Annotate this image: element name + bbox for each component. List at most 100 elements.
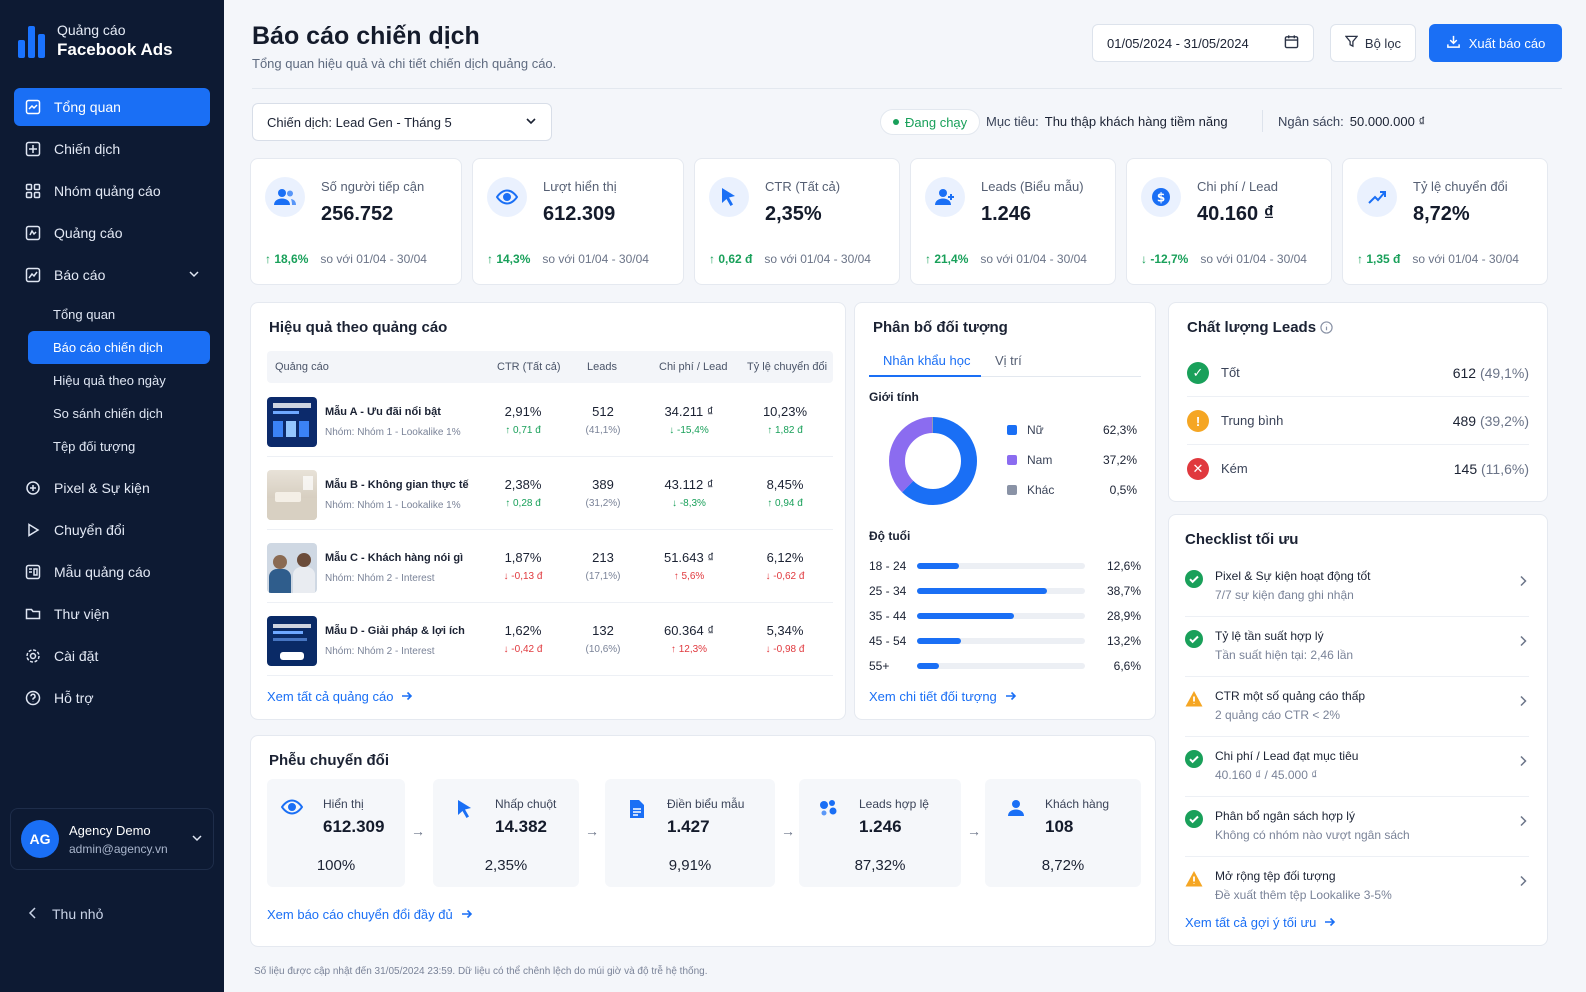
leads-quality-card: Chất lượng Leads ✓ Tốt 612 (49,1%) ! Tru… xyxy=(1168,302,1548,502)
table-row[interactable]: Mẫu D - Giải pháp & lợi ích Nhóm: Nhóm 2… xyxy=(267,604,833,676)
ad-cpl: 43.112 ₫ xyxy=(664,477,714,492)
checklist-title: Pixel & Sự kiện hoạt động tốt xyxy=(1215,569,1371,583)
view-all-suggestions-link[interactable]: Xem tất cả gợi ý tối ưu xyxy=(1185,915,1336,930)
lead-quality-count: 489 xyxy=(1452,413,1477,429)
ad-icon xyxy=(24,224,42,242)
date-range-picker[interactable]: 01/05/2024 - 31/05/2024 xyxy=(1092,24,1314,62)
audience-detail-link[interactable]: Xem chi tiết đối tượng xyxy=(869,689,1017,704)
chevron-left-icon xyxy=(28,906,38,922)
sidebar-item-pixel[interactable]: Pixel & Sự kiện xyxy=(14,469,210,507)
kpi-delta: ↑ 0,62 đ xyxy=(709,252,753,266)
sidebar-item-ho-tro[interactable]: Hỗ trợ xyxy=(14,679,210,717)
checklist-sub: Đề xuất thêm tệp Lookalike 3-5% xyxy=(1215,888,1392,902)
info-icon[interactable] xyxy=(1320,321,1333,338)
ad-leads: 213 xyxy=(592,550,614,565)
checklist-item[interactable]: Chi phí / Lead đạt mục tiêu 40.160 ₫ / 45… xyxy=(1185,737,1529,797)
ad-leads-share: (10,6%) xyxy=(585,644,621,655)
table-row[interactable]: Mẫu A - Ưu đãi nổi bật Nhóm: Nhóm 1 - Lo… xyxy=(267,385,833,457)
checklist-item[interactable]: Pixel & Sự kiện hoạt động tốt 7/7 sự kiện… xyxy=(1185,557,1529,617)
checklist-item[interactable]: Tỷ lệ tần suất hợp lý Tần suất hiện tại: … xyxy=(1185,617,1529,677)
sub-item-so-sanh-chien-dich[interactable]: So sánh chiến dịch xyxy=(53,406,163,421)
kpi-compare: so với 01/04 - 30/04 xyxy=(320,252,427,266)
play-icon xyxy=(24,521,42,539)
sidebar-item-label: Chuyển đổi xyxy=(54,522,125,538)
sidebar-item-tong-quan[interactable]: Tổng quan xyxy=(14,88,210,126)
audience-tabs: Nhân khẩu học Vị trí xyxy=(869,345,1141,377)
ad-name: Mẫu A - Ưu đãi nổi bật xyxy=(325,406,441,418)
age-range: 25 - 34 xyxy=(869,584,907,598)
users-icon xyxy=(817,799,839,820)
sidebar-item-mau-quang-cao[interactable]: Mẫu quảng cáo xyxy=(14,553,210,591)
arrow-right-icon: → xyxy=(411,823,425,839)
ads-performance-card: Hiệu quả theo quảng cáo Quảng cáo CTR (T… xyxy=(250,302,846,720)
ad-leads-share: (31,2%) xyxy=(585,498,621,509)
full-conversion-report-link[interactable]: Xem báo cáo chuyển đổi đầy đủ xyxy=(267,907,473,922)
goal-label: Mục tiêu: xyxy=(986,114,1039,129)
user-icon xyxy=(1007,799,1025,820)
card-title: Hiệu quả theo quảng cáo xyxy=(269,319,448,336)
funnel-label: Hiển thị xyxy=(323,797,364,811)
view-all-ads-link[interactable]: Xem tất cả quảng cáo xyxy=(267,689,413,704)
legend-name: Nam xyxy=(1027,453,1053,467)
checklist-item[interactable]: CTR một số quảng cáo thấp 2 quảng cáo CTR… xyxy=(1185,677,1529,737)
age-row: 25 - 34 38,7% xyxy=(869,583,1141,599)
checklist-item[interactable]: Mở rộng tệp đối tượng Đề xuất thêm tệp Lo… xyxy=(1185,857,1529,917)
user-account-menu[interactable]: AG Agency Demo admin@agency.vn xyxy=(10,808,214,870)
ad-group: Nhóm: Nhóm 1 - Lookalike 1% xyxy=(325,427,461,438)
ad-cr-delta: ↓ -0,62 đ xyxy=(765,571,805,582)
col-ad: Quảng cáo xyxy=(275,361,329,373)
sidebar-item-label: Nhóm quảng cáo xyxy=(54,183,161,199)
target-icon xyxy=(24,140,42,158)
sidebar-item-chuyen-doi[interactable]: Chuyển đổi xyxy=(14,511,210,549)
kpi-delta: ↑ 18,6% xyxy=(265,252,309,266)
tab-demographics[interactable]: Nhân khẩu học xyxy=(883,353,971,368)
filter-button[interactable]: Bộ lọc xyxy=(1330,24,1416,62)
sidebar-item-thu-vien[interactable]: Thư viện xyxy=(14,595,210,633)
ad-ctr: 2,38% xyxy=(504,477,542,492)
date-range-value: 01/05/2024 - 31/05/2024 xyxy=(1107,35,1249,51)
brand[interactable]: Quảng cáo Facebook Ads xyxy=(18,22,173,60)
chevron-right-icon xyxy=(1519,695,1527,710)
bar-chart-logo-icon xyxy=(18,24,45,58)
calendar-icon xyxy=(1284,34,1299,52)
funnel-value: 1.427 xyxy=(667,817,710,836)
lead-quality-count: 145 xyxy=(1453,461,1478,477)
chart-square-icon xyxy=(24,98,42,116)
card-title: Checklist tối ưu xyxy=(1185,531,1299,548)
export-report-button[interactable]: Xuất báo cáo xyxy=(1429,24,1562,62)
arrow-right-icon xyxy=(401,689,413,704)
sub-item-hieu-qua-theo-ngay[interactable]: Hiệu quả theo ngày xyxy=(53,373,166,388)
ad-cpl: 34.211 ₫ xyxy=(664,404,714,419)
age-bar-track xyxy=(917,663,1085,669)
checklist-item[interactable]: Phân bổ ngân sách hợp lý Không có nhóm nà… xyxy=(1185,797,1529,857)
sub-item-tong-quan[interactable]: Tổng quan xyxy=(53,307,116,322)
age-value: 13,2% xyxy=(1106,634,1141,648)
tab-location[interactable]: Vị trí xyxy=(995,353,1022,368)
pixel-icon xyxy=(24,479,42,497)
age-row: 18 - 24 12,6% xyxy=(869,558,1141,574)
table-row[interactable]: Mẫu C - Khách hàng nói gì Nhóm: Nhóm 2 -… xyxy=(267,531,833,603)
sidebar-item-cai-dat[interactable]: Cài đặt xyxy=(14,637,210,675)
sub-item-tep-doi-tuong[interactable]: Tệp đối tượng xyxy=(53,439,136,454)
funnel-pct: 8,72% xyxy=(1041,857,1085,874)
sidebar-item-quang-cao[interactable]: Quảng cáo xyxy=(14,214,210,252)
card-title: Phân bố đối tượng xyxy=(873,319,1008,336)
sidebar-item-nhom-quang-cao[interactable]: Nhóm quảng cáo xyxy=(14,172,210,210)
age-value: 6,6% xyxy=(1113,659,1141,673)
campaign-select[interactable]: Chiến dịch: Lead Gen - Tháng 5 xyxy=(252,103,552,141)
table-row[interactable]: Mẫu B - Không gian thực tế Nhóm: Nhóm 1 … xyxy=(267,458,833,530)
legend-other: Khác 0,5% xyxy=(1007,483,1137,497)
sidebar-item-chien-dich[interactable]: Chiến dịch xyxy=(14,130,210,168)
funnel-step-valid-leads: Leads hợp lệ 1.246 87,32% xyxy=(799,779,961,887)
lead-quality-row: ✓ Tốt 612 (49,1%) xyxy=(1187,349,1529,397)
sidebar-nav: Tổng quan Chiến dịch Nhóm quảng cáo Quản… xyxy=(14,88,210,721)
lead-quality-name: Kém xyxy=(1221,461,1248,476)
conversion-funnel-card: Phễu chuyển đổi Hiển thị 612.309 100% → … xyxy=(250,735,1156,947)
sidebar-item-bao-cao[interactable]: Báo cáo xyxy=(14,256,210,294)
legend-female: Nữ 62,3% xyxy=(1007,423,1137,437)
chevron-right-icon xyxy=(1519,815,1527,830)
ad-cpl: 51.643 ₫ xyxy=(663,550,715,565)
sub-item-bao-cao-chien-dich[interactable]: Báo cáo chiến dịch xyxy=(28,331,210,364)
collapse-sidebar-button[interactable]: Thu nhỏ xyxy=(28,906,103,922)
chevron-down-icon xyxy=(191,832,203,847)
